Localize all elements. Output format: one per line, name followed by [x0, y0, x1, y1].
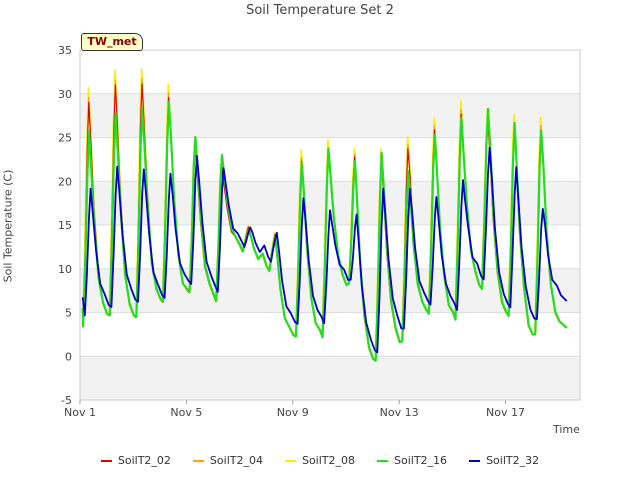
y-tick-label: 10 — [58, 263, 72, 276]
legend-swatch — [469, 459, 481, 462]
x-tick-label: Nov 17 — [486, 406, 525, 419]
series-line-soilt2_16 — [81, 100, 568, 362]
y-tick-label: 0 — [65, 350, 72, 363]
legend-label: SoilT2_04 — [209, 454, 263, 467]
site-tag: TW_met — [81, 33, 143, 51]
legend-swatch — [192, 459, 204, 462]
legend-label: SoilT2_16 — [394, 454, 448, 467]
legend-swatch — [377, 459, 389, 462]
y-tick-label: 5 — [65, 307, 72, 320]
y-tick-label: 35 — [58, 44, 72, 57]
plot-band — [80, 225, 580, 269]
plot-band — [80, 93, 580, 138]
y-axis-ticks: -5 0 5 10 15 20 25 30 35 — [58, 44, 72, 407]
y-tick-label: -5 — [61, 394, 72, 407]
legend-label: SoilT2_08 — [301, 454, 356, 467]
legend-swatch — [284, 459, 296, 462]
y-tick-label: 30 — [58, 88, 72, 101]
legend-item: SoilT2_32 — [469, 454, 539, 467]
legend: SoilT2_02 SoilT2_04 SoilT2_08 SoilT2_16 Soil… — [0, 454, 640, 467]
legend-item: SoilT2_16 — [377, 454, 447, 467]
legend-label: SoilT2_02 — [117, 454, 171, 467]
x-tick-label: Nov 5 — [170, 406, 202, 419]
plot-band — [80, 356, 580, 400]
y-tick-label: 15 — [58, 219, 72, 232]
x-tick-label: Nov 1 — [64, 406, 96, 419]
y-axis-label: Soil Temperature (C) — [1, 169, 15, 283]
legend-item: SoilT2_04 — [192, 454, 263, 467]
x-tick-label: Nov 13 — [380, 406, 419, 419]
series-lines — [81, 68, 568, 362]
y-tick-label: 25 — [58, 132, 72, 145]
plot-band — [80, 312, 580, 357]
legend-swatch — [100, 459, 112, 462]
y-tick-label: 20 — [58, 175, 72, 188]
x-axis-label: Time — [553, 423, 580, 436]
legend-label: SoilT2_32 — [486, 454, 540, 467]
plot-band — [80, 50, 580, 94]
chart-title: Soil Temperature Set 2 — [246, 3, 394, 18]
x-axis-ticks: Nov 1 Nov 5 Nov 9 Nov 13 Nov 17 — [64, 400, 525, 419]
legend-item: SoilT2_08 — [284, 454, 356, 467]
plot-frame — [79, 49, 581, 401]
legend-item: SoilT2_02 — [100, 454, 171, 467]
x-tick-label: Nov 9 — [277, 406, 309, 419]
series-line-soilt2_32 — [81, 146, 568, 354]
